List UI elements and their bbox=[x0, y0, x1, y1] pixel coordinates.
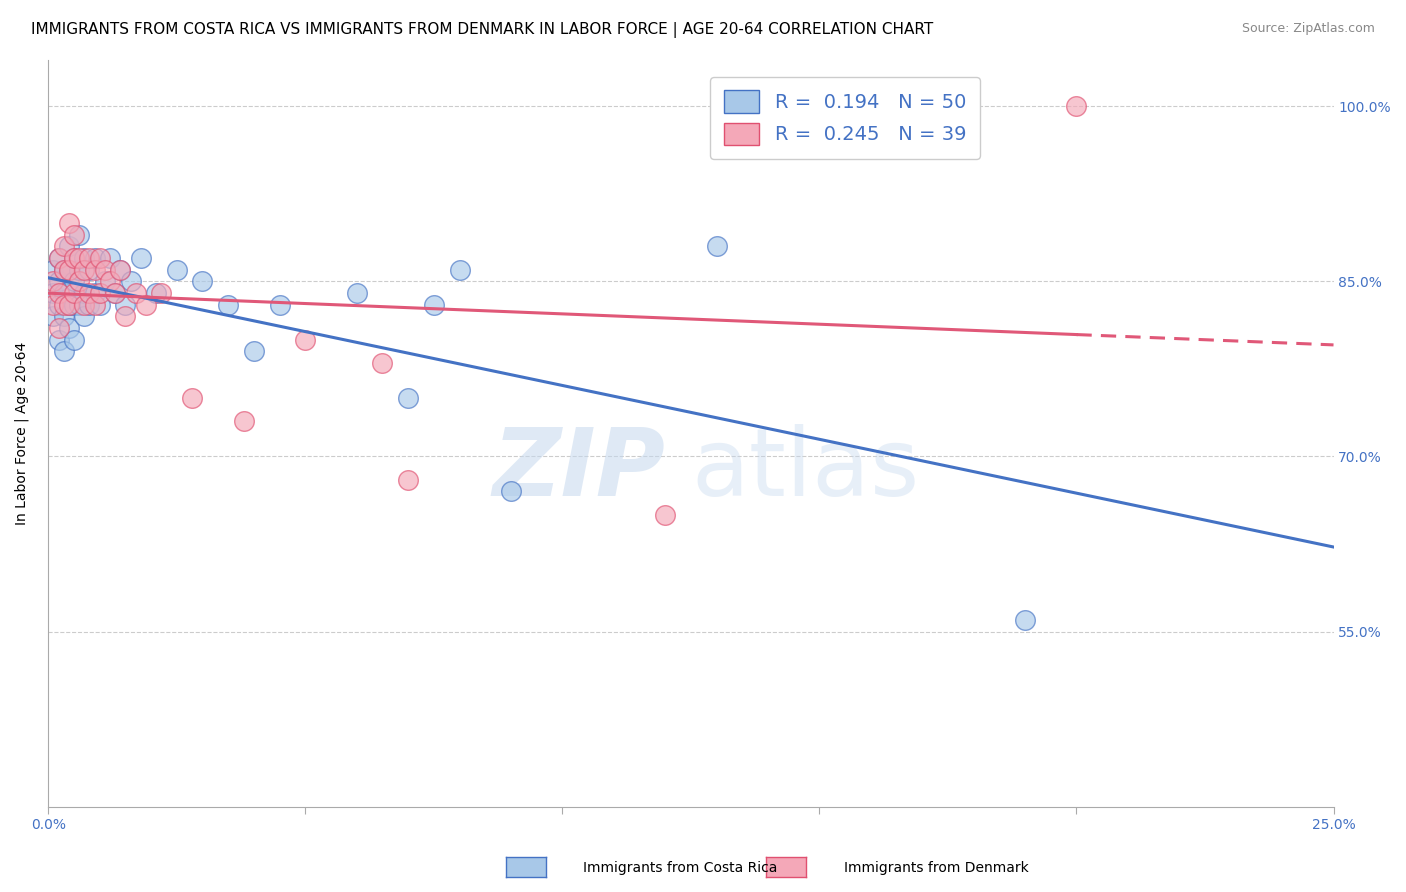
Point bbox=[67, 251, 90, 265]
Point bbox=[499, 484, 522, 499]
Point bbox=[124, 286, 146, 301]
Point bbox=[83, 286, 105, 301]
Point bbox=[110, 262, 132, 277]
Point bbox=[58, 298, 80, 312]
Point bbox=[423, 298, 446, 312]
Text: Immigrants from Costa Rica: Immigrants from Costa Rica bbox=[583, 861, 778, 875]
Point bbox=[706, 239, 728, 253]
Point bbox=[83, 251, 105, 265]
Point bbox=[63, 298, 86, 312]
Point bbox=[79, 298, 101, 312]
Point bbox=[654, 508, 676, 522]
Point bbox=[52, 298, 75, 312]
Point bbox=[89, 286, 111, 301]
Point bbox=[191, 274, 214, 288]
Point bbox=[114, 298, 136, 312]
Point bbox=[52, 262, 75, 277]
Point bbox=[52, 239, 75, 253]
Point bbox=[449, 262, 471, 277]
Point bbox=[52, 262, 75, 277]
Point bbox=[135, 298, 157, 312]
Point bbox=[48, 251, 70, 265]
Point bbox=[1066, 99, 1088, 113]
Point bbox=[269, 298, 291, 312]
Point bbox=[52, 344, 75, 359]
Point bbox=[79, 286, 101, 301]
Point bbox=[110, 262, 132, 277]
Point bbox=[83, 298, 105, 312]
Point bbox=[98, 251, 121, 265]
Point bbox=[232, 414, 254, 428]
Point bbox=[42, 262, 65, 277]
Point bbox=[94, 274, 117, 288]
Point bbox=[150, 286, 173, 301]
Point bbox=[63, 333, 86, 347]
Point bbox=[346, 286, 368, 301]
Point bbox=[67, 274, 90, 288]
Point bbox=[42, 310, 65, 324]
Point bbox=[48, 286, 70, 301]
Point bbox=[371, 356, 394, 370]
Y-axis label: In Labor Force | Age 20-64: In Labor Force | Age 20-64 bbox=[15, 342, 30, 524]
Point bbox=[58, 239, 80, 253]
Text: atlas: atlas bbox=[690, 425, 920, 516]
Point bbox=[48, 298, 70, 312]
Point bbox=[120, 274, 142, 288]
Point bbox=[89, 251, 111, 265]
Point bbox=[63, 251, 86, 265]
Point bbox=[73, 262, 96, 277]
Point bbox=[58, 262, 80, 277]
Point bbox=[166, 262, 188, 277]
Point bbox=[145, 286, 167, 301]
Point bbox=[114, 310, 136, 324]
Point bbox=[48, 321, 70, 335]
Point bbox=[79, 262, 101, 277]
Point bbox=[98, 274, 121, 288]
Point bbox=[52, 286, 75, 301]
Point bbox=[1014, 613, 1036, 627]
Point bbox=[63, 286, 86, 301]
Point bbox=[48, 251, 70, 265]
Point bbox=[67, 262, 90, 277]
Point bbox=[104, 286, 127, 301]
Point bbox=[58, 216, 80, 230]
Point bbox=[129, 251, 152, 265]
Point bbox=[58, 262, 80, 277]
Legend: R =  0.194   N = 50, R =  0.245   N = 39: R = 0.194 N = 50, R = 0.245 N = 39 bbox=[710, 77, 980, 159]
Text: ZIP: ZIP bbox=[492, 425, 665, 516]
Point bbox=[58, 298, 80, 312]
Point bbox=[52, 310, 75, 324]
Point bbox=[73, 310, 96, 324]
Point bbox=[48, 333, 70, 347]
Point bbox=[73, 286, 96, 301]
Point bbox=[58, 321, 80, 335]
Point bbox=[42, 286, 65, 301]
Point bbox=[94, 262, 117, 277]
Text: IMMIGRANTS FROM COSTA RICA VS IMMIGRANTS FROM DENMARK IN LABOR FORCE | AGE 20-64: IMMIGRANTS FROM COSTA RICA VS IMMIGRANTS… bbox=[31, 22, 934, 38]
Point bbox=[89, 298, 111, 312]
Point bbox=[104, 286, 127, 301]
Point bbox=[396, 391, 419, 405]
Point bbox=[83, 262, 105, 277]
Point bbox=[67, 227, 90, 242]
Point bbox=[396, 473, 419, 487]
Point bbox=[181, 391, 204, 405]
Point bbox=[63, 227, 86, 242]
Point bbox=[42, 298, 65, 312]
Text: Immigrants from Denmark: Immigrants from Denmark bbox=[844, 861, 1028, 875]
Point bbox=[294, 333, 316, 347]
Text: Source: ZipAtlas.com: Source: ZipAtlas.com bbox=[1241, 22, 1375, 36]
Point bbox=[63, 274, 86, 288]
Point bbox=[73, 251, 96, 265]
Point bbox=[243, 344, 266, 359]
Point bbox=[217, 298, 239, 312]
Point bbox=[42, 274, 65, 288]
Point bbox=[79, 251, 101, 265]
Point bbox=[73, 298, 96, 312]
Point bbox=[67, 298, 90, 312]
Point bbox=[63, 251, 86, 265]
Point bbox=[48, 274, 70, 288]
